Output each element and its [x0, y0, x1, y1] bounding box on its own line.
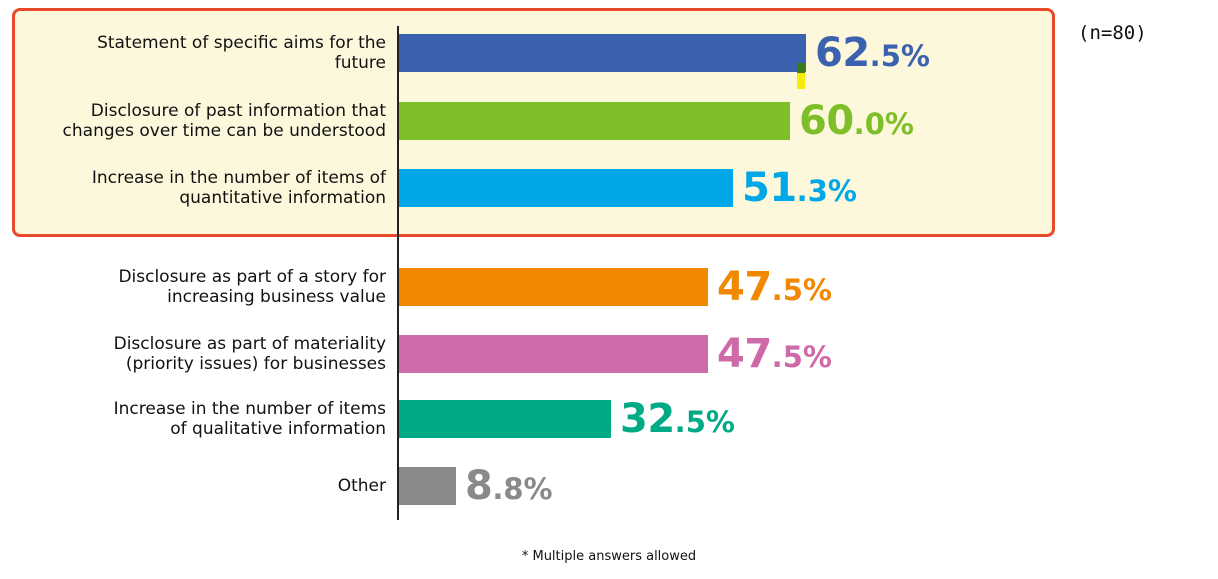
bar-end-marker-yellow — [797, 73, 805, 89]
y-axis-line — [397, 26, 399, 520]
category-label: Disclosure as part of materiality (prior… — [113, 334, 386, 374]
value-label: 60.0% — [799, 98, 914, 144]
value-label: 47.5% — [717, 331, 832, 377]
category-label: Statement of specific aims for the futur… — [97, 33, 386, 73]
value-label: 62.5% — [815, 30, 930, 76]
value-label: 51.3% — [742, 165, 857, 211]
bar-end-marker-green — [797, 63, 805, 73]
bar — [399, 335, 708, 373]
category-label: Increase in the number of items of quant… — [91, 168, 386, 208]
bar — [399, 169, 733, 207]
bar — [399, 268, 708, 306]
sample-size-label: (n=80) — [1078, 22, 1147, 44]
footnote: * Multiple answers allowed — [521, 549, 697, 564]
value-label: 8.8% — [465, 463, 553, 509]
value-label: 47.5% — [717, 264, 832, 310]
category-label: Increase in the number of items of quali… — [113, 399, 386, 439]
bar — [399, 467, 456, 505]
category-label: Disclosure as part of a story for increa… — [118, 267, 386, 307]
bar — [399, 102, 790, 140]
value-label: 32.5% — [620, 396, 735, 442]
category-label: Other — [337, 476, 386, 496]
bar — [399, 400, 611, 438]
bar — [399, 34, 806, 72]
category-label: Disclosure of past information that chan… — [62, 101, 386, 141]
